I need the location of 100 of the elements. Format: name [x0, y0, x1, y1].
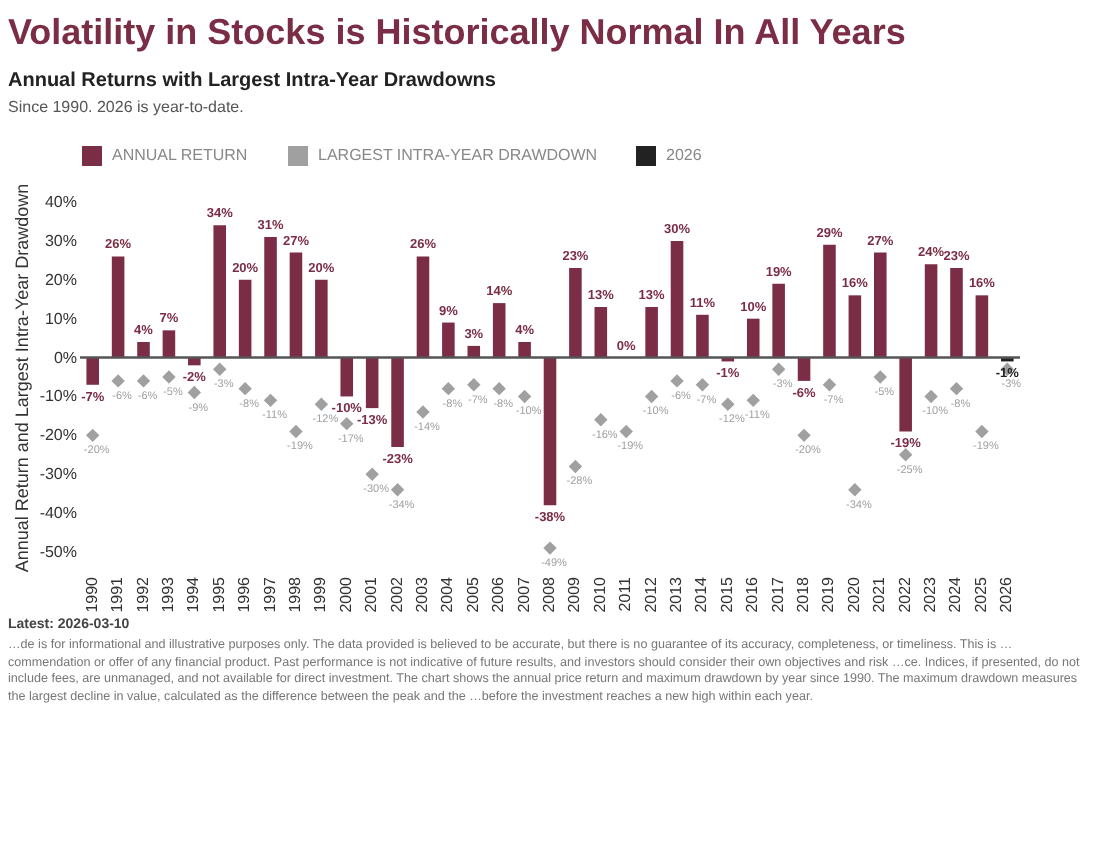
point	[822, 378, 837, 392]
bar	[162, 330, 176, 358]
x-tick-label: 2010	[590, 575, 609, 613]
bar	[569, 268, 582, 358]
point	[492, 381, 506, 396]
y-tick-label: -40%	[39, 504, 77, 523]
point	[340, 416, 354, 431]
x-tick-label: 2021	[870, 575, 889, 613]
point	[797, 428, 811, 443]
legend-label: 2026	[666, 146, 703, 164]
legend-label: ANNUAL RETURN	[112, 146, 248, 164]
x-tick-label: 2003	[412, 575, 431, 613]
x-tick-label: 1993	[158, 575, 177, 613]
bar	[797, 357, 811, 381]
bar	[213, 225, 227, 358]
point	[213, 362, 227, 376]
bar	[975, 295, 989, 358]
x-tick-label: 1996	[235, 575, 254, 613]
x-tick-label: 1995	[209, 575, 228, 613]
bar	[264, 237, 277, 358]
bar	[289, 252, 303, 358]
point	[873, 370, 887, 384]
bar	[86, 357, 99, 385]
x-tick-label: 2015	[717, 575, 736, 613]
x-tick-label: 2006	[489, 575, 508, 613]
bar	[340, 357, 354, 397]
y-tick-label: 10%	[44, 309, 77, 328]
x-tick-label: 2005	[463, 575, 482, 613]
x-tick-label: 2004	[438, 575, 457, 613]
x-tick-label: 1992	[133, 575, 152, 613]
x-tick-label: 2008	[540, 575, 558, 613]
bar	[899, 357, 912, 432]
point	[568, 459, 583, 474]
point	[924, 389, 938, 404]
x-tick-label: 2013	[667, 575, 686, 613]
point	[721, 397, 735, 411]
chart-title: Volatility in Stocks is Historically Normal In All Years	[6, 10, 908, 54]
x-tick-label: 2017	[768, 575, 787, 613]
bar	[594, 307, 608, 358]
x-tick-label: 2002	[387, 575, 406, 613]
x-tick-label: 1994	[184, 575, 203, 613]
x-tick-label: 2018	[794, 575, 813, 613]
x-tick-label: 1990	[82, 575, 101, 613]
y-axis-title: Annual Return and Largest Intra-Year Drawdown	[11, 183, 32, 573]
point	[746, 393, 760, 408]
point	[517, 389, 532, 404]
point	[289, 424, 303, 439]
x-tick-label: 1991	[108, 575, 127, 613]
x-tick-label: 2016	[743, 575, 762, 613]
y-tick-label: 0%	[53, 348, 77, 367]
point	[619, 424, 633, 439]
x-tick-label: 2022	[895, 575, 914, 613]
bar	[315, 279, 328, 358]
x-tick-label: 2001	[362, 575, 381, 613]
bar	[823, 244, 836, 358]
point	[85, 428, 100, 443]
point	[314, 397, 329, 411]
point	[111, 374, 125, 388]
bar	[950, 268, 963, 358]
bar	[365, 357, 379, 409]
point	[771, 362, 786, 376]
y-tick-label: -30%	[39, 465, 77, 484]
bar	[416, 256, 430, 358]
y-tick-label: -50%	[39, 543, 77, 561]
x-tick-label: 2012	[641, 575, 660, 613]
chart-subtitle: Annual Returns with Largest Intra-Year Drawdowns	[6, 68, 498, 92]
bar	[238, 279, 252, 358]
y-tick-label: 20%	[44, 270, 77, 289]
bar	[848, 295, 862, 358]
legend-label: LARGEST INTRA-YEAR DRAWDOWN	[318, 146, 598, 164]
x-tick-label: 2011	[616, 575, 635, 612]
point	[898, 448, 913, 462]
point	[975, 424, 989, 439]
x-tick-label: 2019	[819, 575, 838, 613]
x-tick-label: 2020	[844, 575, 863, 613]
bar	[492, 303, 506, 358]
bar	[772, 283, 785, 358]
point	[263, 393, 278, 408]
x-tick-label: 2000	[336, 575, 355, 613]
bar	[873, 252, 887, 358]
bar	[746, 318, 760, 358]
y-tick-label: -10%	[39, 387, 77, 406]
point	[162, 370, 176, 384]
bar	[543, 357, 557, 506]
x-tick-label: 2007	[514, 575, 533, 613]
x-tick-label: 2009	[565, 575, 584, 613]
point	[441, 381, 456, 396]
point	[594, 413, 608, 427]
bar	[924, 264, 938, 358]
point	[365, 467, 379, 481]
y-tick-label: 30%	[44, 231, 77, 250]
point	[416, 405, 430, 419]
x-tick-label: 1997	[260, 575, 279, 613]
x-tick-label: 2025	[971, 575, 990, 613]
text: Since 1990. 2026 is year-to-date.	[6, 96, 246, 116]
y-tick-label: -20%	[39, 426, 77, 445]
point	[644, 389, 659, 404]
point	[695, 378, 710, 392]
point	[949, 381, 964, 396]
x-tick-label: 2024	[946, 575, 965, 613]
